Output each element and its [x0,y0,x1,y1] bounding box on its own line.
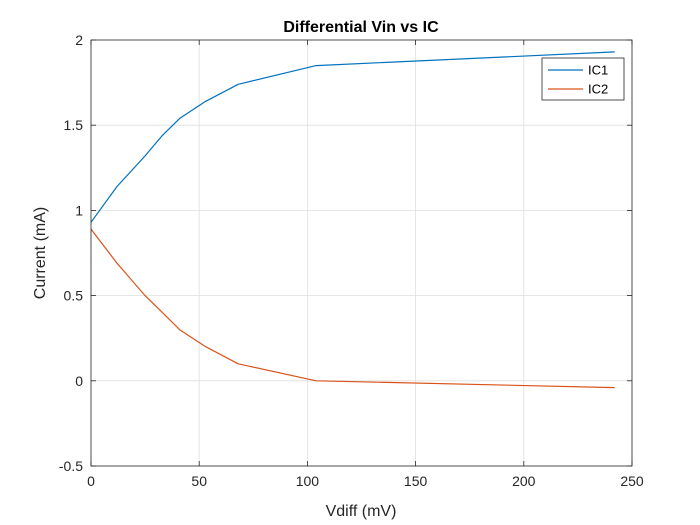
x-tick-label: 250 [620,473,644,489]
y-tick-label: 0 [75,373,83,389]
chart-title: Differential Vin vs IC [283,19,439,36]
y-tick-label: -0.5 [59,458,83,474]
x-tick-label: 100 [296,473,320,489]
y-tick-label: 1 [75,202,83,218]
x-tick-label: 0 [87,473,95,489]
legend-box [541,57,625,101]
series-lines [90,51,615,389]
x-tick-label: 150 [404,473,428,489]
x-tick-label: 50 [191,473,207,489]
grid-lines [90,39,633,467]
series-line-ic1 [90,51,615,223]
x-tick-label: 200 [512,473,536,489]
legend-label-ic2: IC2 [588,82,608,97]
plot-area [91,40,632,466]
series-line-ic2 [90,228,615,389]
plot-frame [90,39,633,467]
y-tick-label: 2 [75,32,83,48]
legend-label-ic1: IC1 [588,63,608,78]
x-axis-label: Vdiff (mV) [326,503,397,520]
y-tick-label: 0.5 [64,288,84,304]
y-axis-label: Current (mA) [32,207,49,299]
tick-labels: 0 50 100 150 200 250-0.500.511.52 [59,32,644,489]
axis-ticks [90,39,633,467]
legend: IC1 IC2 [541,57,625,101]
y-tick-label: 1.5 [64,117,84,133]
